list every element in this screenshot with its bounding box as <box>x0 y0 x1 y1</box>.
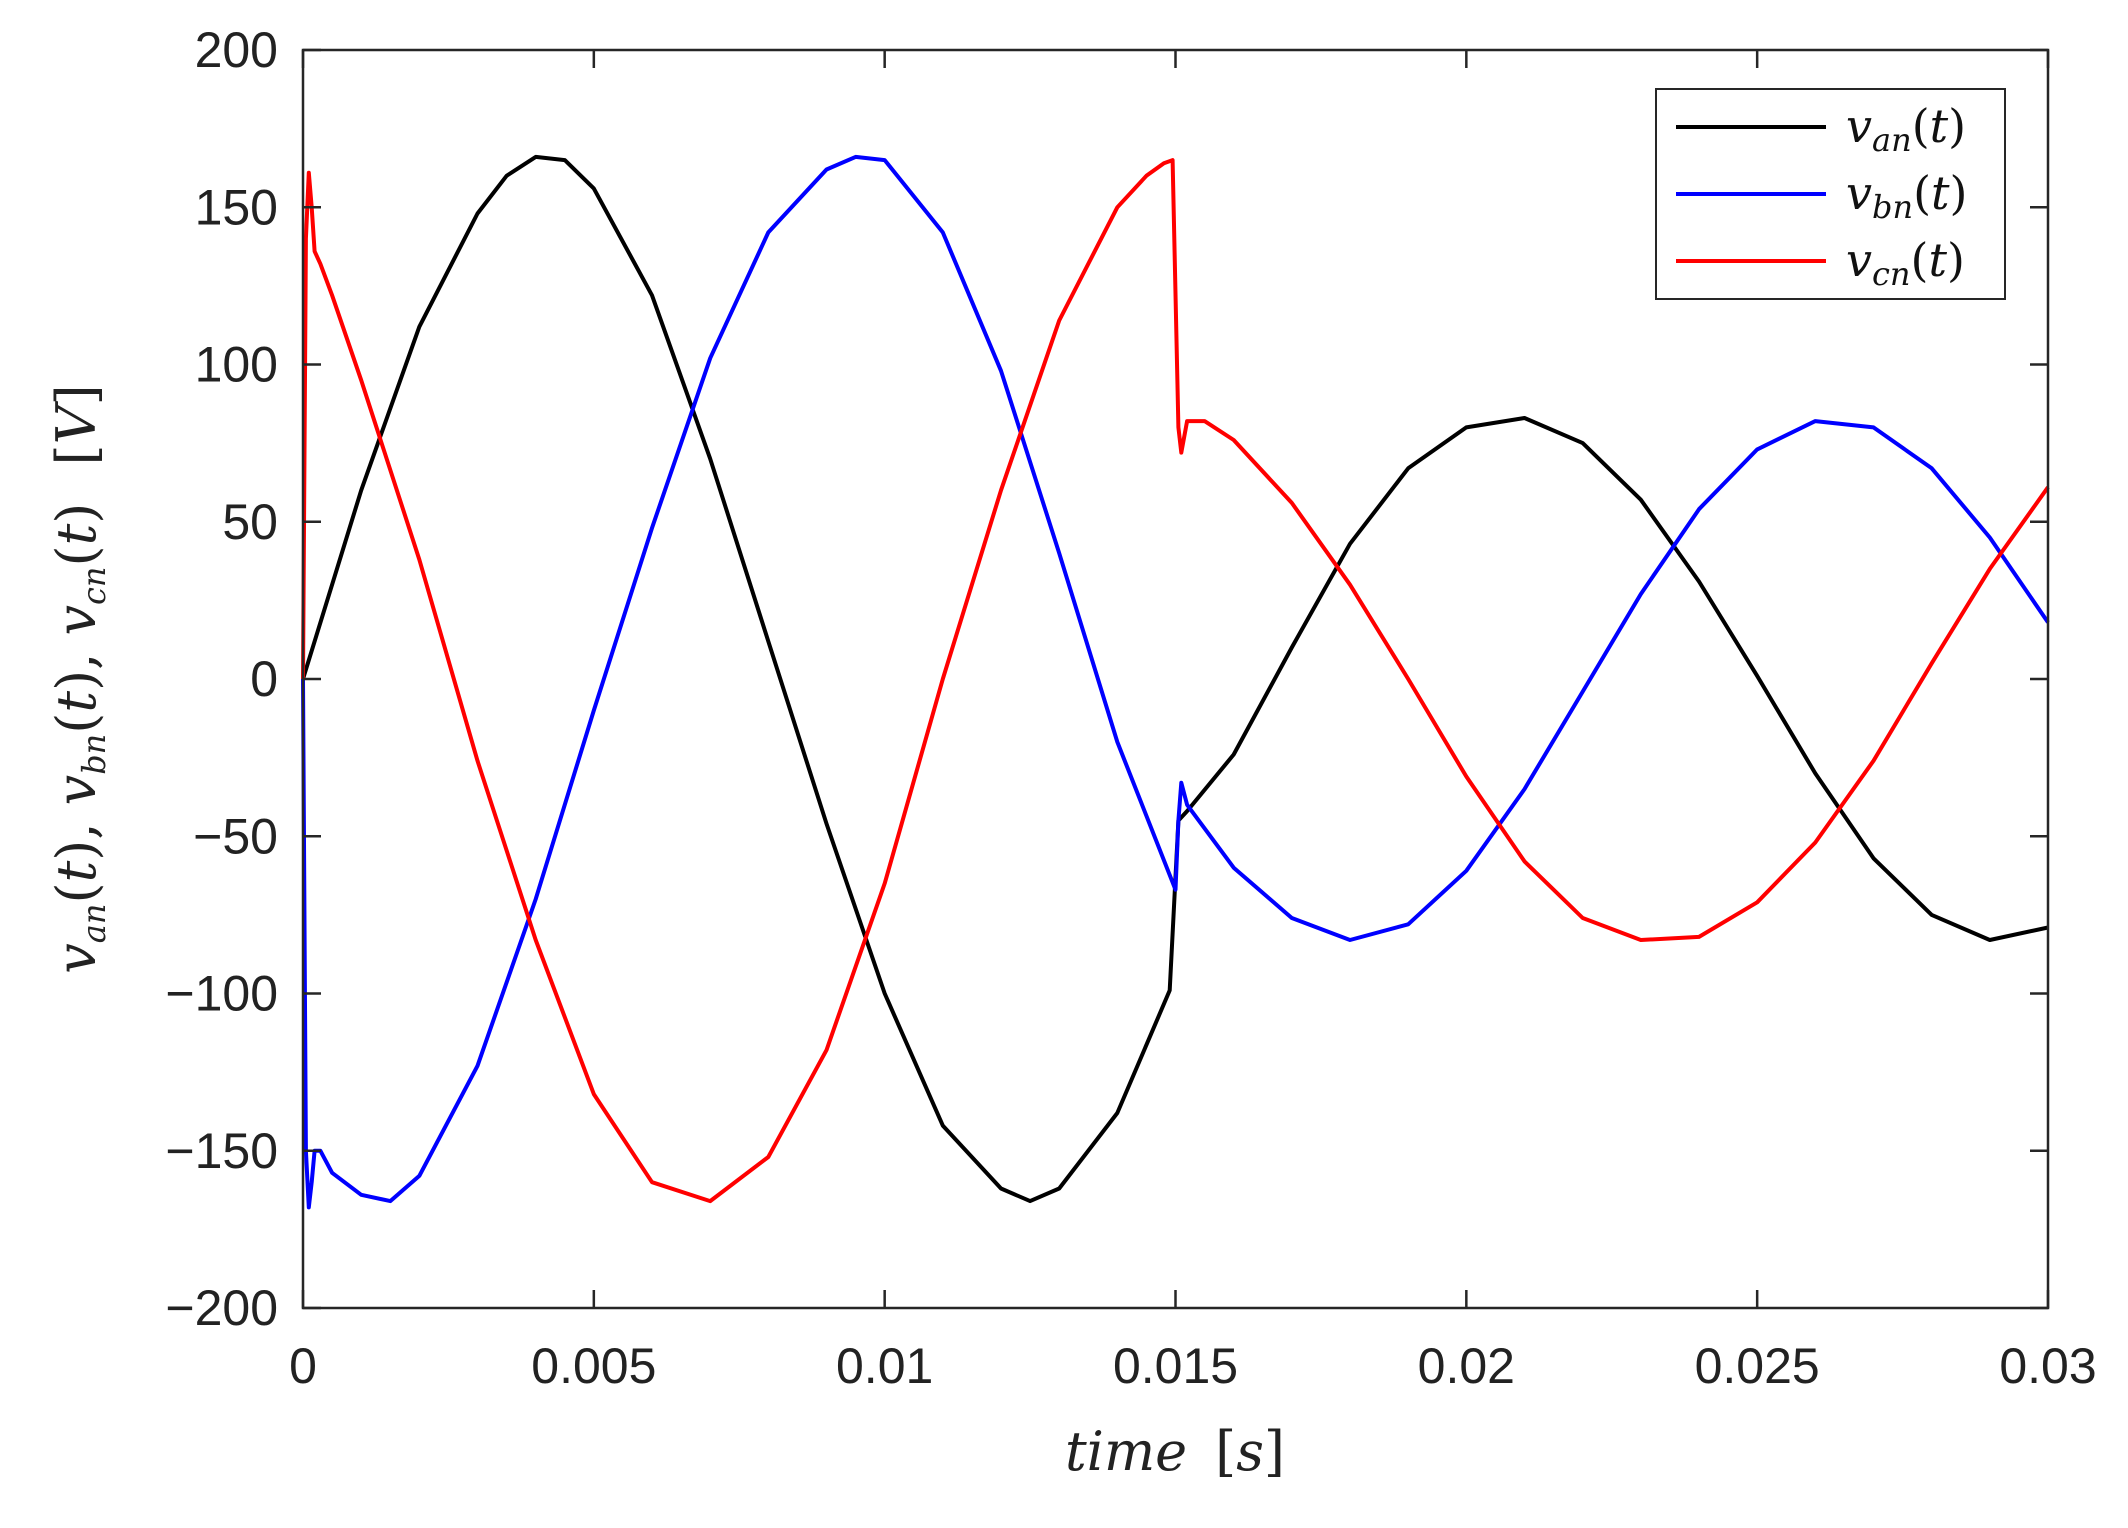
y-tick-label: −100 <box>165 966 278 1022</box>
y-tick-label: 200 <box>195 22 278 78</box>
legend-label-vcn: vcn(t) <box>1846 233 1965 293</box>
x-tick-label: 0.03 <box>1999 1338 2096 1394</box>
y-tick-label: 50 <box>222 494 278 550</box>
y-tick-label: 0 <box>250 651 278 707</box>
y-tick-label: −200 <box>165 1280 278 1336</box>
tick-layer: 0 0.005 0.01 0.015 0.02 0.025 0.03 −200 −150 −100… <box>165 22 2096 1394</box>
x-tick-label: 0.025 <box>1695 1338 1820 1394</box>
x-axis-label: time [s] <box>1065 1420 1285 1483</box>
y-tick-label: 150 <box>195 179 278 235</box>
x-tick-label: 0.015 <box>1113 1338 1238 1394</box>
x-tick-label: 0.02 <box>1418 1338 1515 1394</box>
series-line-0 <box>301 154 2049 1204</box>
y-tick-label: −150 <box>165 1123 278 1179</box>
x-tick-label: 0.01 <box>836 1338 933 1394</box>
series-line-2 <box>301 158 2050 1204</box>
legend: van(t) vbn(t) vcn(t) <box>1655 88 2006 300</box>
y-tick-label: −50 <box>193 808 278 864</box>
legend-label-van: van(t) <box>1846 99 1966 159</box>
series-layer <box>301 154 2050 1210</box>
x-tick-label: 0 <box>289 1338 317 1394</box>
legend-label-vbn: vbn(t) <box>1846 166 1968 226</box>
y-tick-label: 100 <box>195 337 278 393</box>
svg-text:van(t), vbn(t), vc: van(t), vbn(t), vcn(t) [V] <box>45 384 113 973</box>
x-tick-label: 0.005 <box>531 1338 656 1394</box>
y-axis-label: van(t), vbn(t), vcn(t) [V] <box>45 384 113 973</box>
series-line-1 <box>301 154 2050 1210</box>
